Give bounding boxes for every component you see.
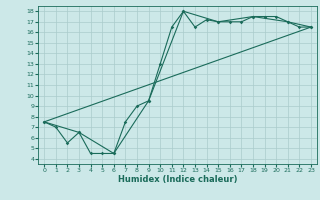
X-axis label: Humidex (Indice chaleur): Humidex (Indice chaleur) <box>118 175 237 184</box>
